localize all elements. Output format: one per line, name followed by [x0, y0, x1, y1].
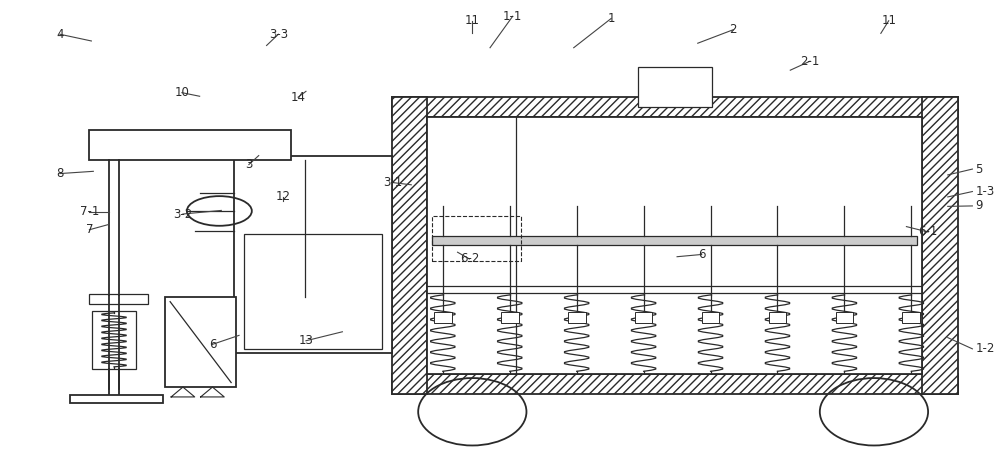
Text: 2: 2 [729, 23, 737, 36]
Bar [836, 312, 853, 323]
Bar [89, 130, 291, 160]
Text: 8: 8 [56, 167, 64, 180]
Bar [392, 374, 958, 394]
Bar [434, 312, 452, 323]
Bar [392, 97, 427, 394]
Bar [702, 312, 719, 323]
Bar [432, 236, 917, 246]
Bar [922, 97, 958, 394]
Bar [89, 294, 148, 304]
Bar [92, 311, 136, 369]
Bar [432, 216, 521, 261]
Text: 14: 14 [291, 91, 306, 104]
Bar [165, 297, 236, 387]
Bar [638, 67, 712, 107]
Text: 10: 10 [174, 86, 189, 99]
Text: 1-3: 1-3 [975, 185, 995, 198]
Text: 6: 6 [209, 338, 216, 351]
Text: 11: 11 [881, 14, 896, 27]
Text: 3-3: 3-3 [269, 28, 288, 41]
Text: 6-1: 6-1 [918, 226, 938, 238]
Bar [568, 312, 586, 323]
Text: 6: 6 [698, 248, 705, 261]
Text: 3: 3 [245, 158, 253, 171]
Text: 3-1: 3-1 [383, 176, 402, 189]
Bar [234, 156, 392, 354]
Bar [635, 312, 652, 323]
Bar [70, 394, 163, 403]
Bar [501, 312, 519, 323]
Text: 7-1: 7-1 [80, 205, 99, 218]
Text: 2-1: 2-1 [800, 55, 820, 68]
Bar [392, 97, 958, 117]
Text: 6-2: 6-2 [460, 253, 479, 265]
Bar [902, 312, 920, 323]
Text: 5: 5 [975, 162, 983, 176]
Text: 13: 13 [299, 334, 313, 347]
Bar [769, 312, 786, 323]
Text: 1: 1 [607, 12, 615, 25]
Text: 1-2: 1-2 [975, 342, 995, 355]
Bar [244, 234, 382, 349]
Text: 11: 11 [465, 14, 480, 27]
Text: 4: 4 [56, 28, 64, 41]
Text: 3-2: 3-2 [173, 207, 193, 221]
Text: 7: 7 [86, 223, 93, 236]
Text: 1-1: 1-1 [503, 10, 522, 23]
Text: 9: 9 [975, 199, 983, 212]
Text: 12: 12 [276, 191, 291, 203]
Bar [427, 117, 922, 374]
